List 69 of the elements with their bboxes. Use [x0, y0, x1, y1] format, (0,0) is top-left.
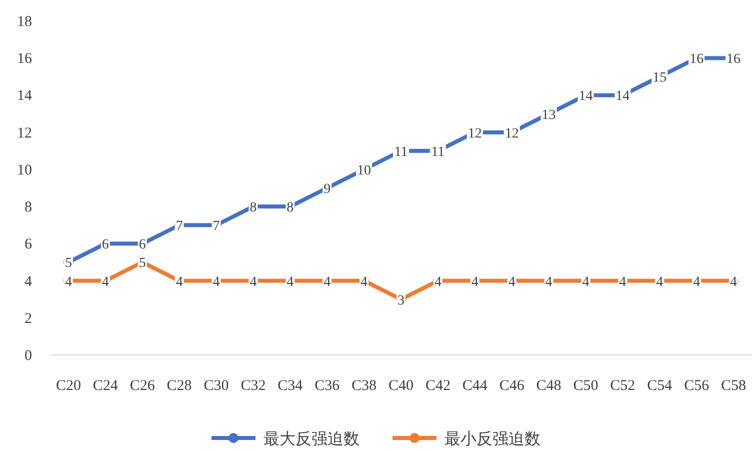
y-tick-label: 0 [24, 348, 32, 364]
y-tick-label: 8 [24, 200, 32, 216]
data-label: 14 [616, 89, 630, 104]
data-label: 14 [578, 89, 593, 104]
x-tick-label: C42 [425, 378, 450, 394]
data-label: 16 [726, 52, 741, 68]
data-label: 6 [102, 238, 109, 253]
y-tick-label: 18 [17, 14, 32, 30]
data-label: 7 [212, 219, 220, 234]
x-tick-label: C44 [462, 378, 488, 394]
data-label: 8 [250, 200, 257, 216]
data-label: 4 [730, 274, 738, 290]
x-tick-label: C20 [56, 378, 81, 394]
x-tick-label: C48 [536, 378, 562, 394]
data-label: 4 [64, 274, 72, 290]
data-label: 12 [504, 126, 519, 142]
x-tick-label: C38 [352, 378, 377, 394]
y-tick-label: 14 [17, 88, 32, 104]
y-tick-label: 10 [17, 162, 32, 178]
y-tick-label: 6 [24, 236, 32, 253]
x-tick-label: C56 [684, 378, 710, 394]
data-label: 9 [324, 182, 331, 197]
data-label: 4 [656, 274, 664, 290]
x-tick-label: C58 [721, 378, 746, 394]
legend-label: 最大反强迫数 [264, 429, 360, 448]
data-label: 4 [693, 274, 700, 290]
data-label: 4 [508, 274, 516, 290]
data-label: 4 [471, 274, 478, 290]
x-tick-label: C34 [278, 378, 304, 394]
data-label: 5 [64, 256, 72, 272]
y-tick-label: 16 [17, 51, 32, 68]
data-label: 15 [652, 70, 667, 86]
x-tick-label: C46 [499, 378, 525, 394]
data-label: 4 [582, 274, 590, 290]
data-label: 13 [542, 108, 556, 123]
x-tick-label: C54 [647, 378, 673, 394]
data-label: 4 [360, 274, 368, 290]
data-label: 4 [286, 274, 294, 290]
data-label: 4 [434, 274, 442, 290]
x-tick-label: C40 [388, 378, 414, 394]
x-tick-label: C30 [204, 378, 229, 394]
y-tick-label: 12 [17, 125, 32, 142]
data-label: 4 [545, 274, 552, 290]
data-label: 10 [357, 163, 372, 178]
data-label: 16 [690, 52, 704, 68]
data-label: 7 [176, 219, 183, 234]
y-tick-label: 4 [24, 274, 32, 290]
x-tick-label: C52 [610, 378, 636, 394]
data-label: 4 [176, 274, 183, 290]
data-label: 4 [212, 274, 220, 290]
data-label: 8 [286, 200, 294, 216]
x-tick-label: C32 [240, 378, 266, 394]
data-label: 4 [250, 274, 257, 290]
data-label: 4 [324, 274, 331, 290]
data-label: 12 [468, 126, 482, 142]
data-label: 11 [394, 144, 408, 160]
data-label: 11 [431, 144, 445, 160]
data-label: 4 [619, 274, 626, 290]
x-tick-label: C28 [166, 378, 192, 394]
data-label: 5 [138, 256, 146, 272]
x-tick-label: C50 [573, 378, 598, 394]
data-label: 6 [138, 238, 146, 253]
x-tick-label: C24 [92, 378, 118, 394]
x-tick-label: C36 [314, 378, 340, 394]
legend-label: 最小反强迫数 [444, 429, 540, 448]
data-label: 4 [102, 274, 109, 290]
y-tick-label: 2 [24, 310, 32, 327]
x-tick-label: C26 [130, 378, 156, 394]
data-label: 3 [398, 293, 404, 308]
